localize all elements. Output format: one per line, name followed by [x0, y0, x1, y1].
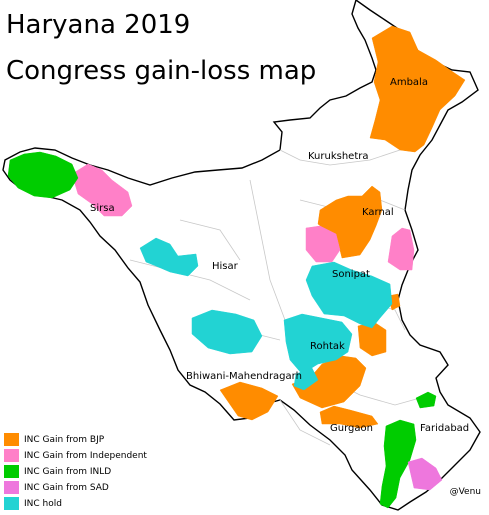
- legend-label-inc-gain-sad: INC Gain from SAD: [24, 482, 109, 493]
- title-line-2: Congress gain-loss map: [6, 56, 317, 86]
- mahendragarh-bjp-region: [219, 381, 279, 421]
- legend-item-inc-gain-sad: INC Gain from SAD: [4, 480, 147, 495]
- label-rohtak: Rohtak: [310, 341, 345, 352]
- inc-gain-sad-regions: [407, 457, 443, 491]
- jhajjar-hold-region: [293, 367, 319, 391]
- palwal-inld-region: [379, 419, 417, 509]
- sirsa-independent-region: [71, 163, 133, 217]
- author-credit: @Venu: [449, 487, 481, 497]
- legend-label-inc-hold: INC hold: [24, 498, 62, 509]
- label-faridabad: Faridabad: [420, 423, 470, 434]
- label-kurukshetra: Kurukshetra: [308, 151, 369, 162]
- label-bhiwani-mahendragarh: Bhiwani-Mahendragarh: [186, 371, 302, 382]
- karnal-independent-region: [305, 225, 341, 263]
- inc-gain-inld-regions: [7, 151, 437, 509]
- legend-swatch-inc-gain-independent: [4, 449, 19, 462]
- legend-swatch-inc-gain-bjp: [4, 433, 19, 446]
- label-gurgaon: Gurgaon: [330, 423, 373, 434]
- legend-swatch-inc-gain-inld: [4, 465, 19, 478]
- legend-item-inc-gain-inld: INC Gain from INLD: [4, 464, 147, 479]
- nuh-sad-region: [407, 457, 443, 491]
- legend-swatch-inc-gain-sad: [4, 481, 19, 494]
- legend-label-inc-gain-independent: INC Gain from Independent: [24, 450, 147, 461]
- sirsa-inld-region: [7, 151, 79, 199]
- legend: INC Gain from BJP INC Gain from Independ…: [4, 432, 147, 512]
- panipat-independent-region: [387, 227, 415, 271]
- legend-label-inc-gain-inld: INC Gain from INLD: [24, 466, 112, 477]
- label-hisar: Hisar: [212, 261, 238, 272]
- sonipat-hold-region: [305, 261, 393, 329]
- label-sirsa: Sirsa: [90, 203, 115, 214]
- inc-hold-regions: [139, 237, 393, 391]
- title-line-1: Haryana 2019: [6, 10, 191, 40]
- rohtak-hold-region: [283, 313, 353, 375]
- legend-item-inc-gain-independent: INC Gain from Independent: [4, 448, 147, 463]
- legend-label-inc-gain-bjp: INC Gain from BJP: [24, 434, 105, 445]
- label-karnal: Karnal: [362, 207, 394, 218]
- legend-swatch-inc-hold: [4, 497, 19, 510]
- legend-item-inc-hold: INC hold: [4, 496, 147, 511]
- legend-item-inc-gain-bjp: INC Gain from BJP: [4, 432, 147, 447]
- ambala-bjp-region: [369, 25, 466, 153]
- faridabad-inld-region: [415, 391, 437, 409]
- bhiwani-hold-region: [191, 309, 263, 355]
- hisar-hold-region: [139, 237, 199, 277]
- label-sonipat: Sonipat: [332, 269, 370, 280]
- gurgaon-bjp-region: [319, 405, 379, 429]
- inc-gain-independent-regions: [71, 163, 415, 271]
- label-ambala: Ambala: [390, 77, 428, 88]
